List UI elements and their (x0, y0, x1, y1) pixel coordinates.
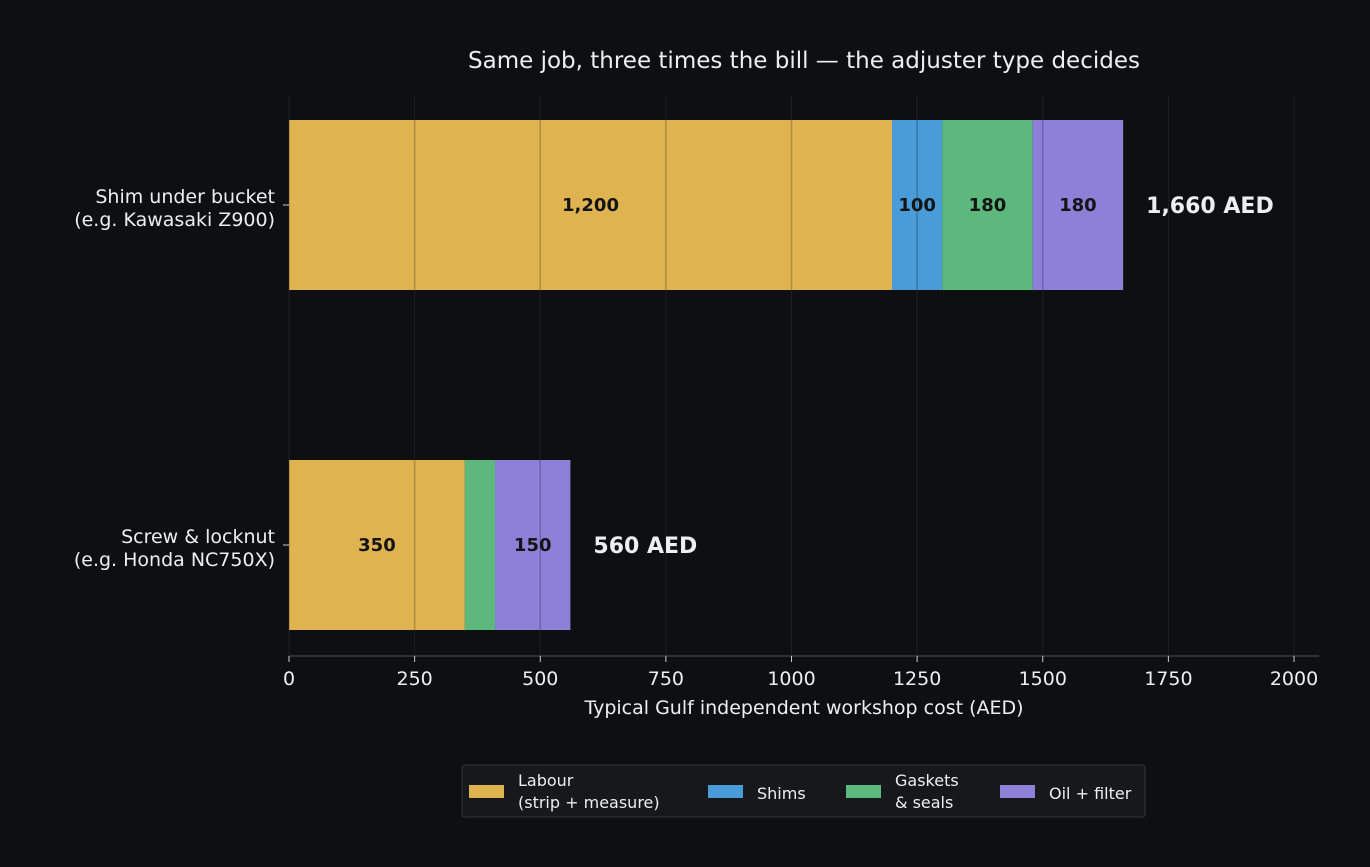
x-axis-label: Typical Gulf independent workshop cost (… (583, 697, 1023, 719)
legend-label-line: (strip + measure) (518, 793, 660, 812)
legend-swatch (469, 785, 504, 798)
legend-label: Shims (757, 784, 806, 803)
y-tick-label: Screw & locknut (e.g. Honda NC750X) (74, 526, 275, 571)
legend-label: Gaskets & seals (895, 771, 959, 812)
legend-label: Labour (strip + measure) (518, 771, 660, 812)
bar-segment (892, 120, 943, 290)
legend-label-line: & seals (895, 793, 953, 812)
bar-segment (289, 120, 892, 290)
bar-segment (464, 460, 496, 630)
legend-label-line: Shims (757, 784, 806, 803)
legend-swatch (1000, 785, 1035, 798)
y-tick-label: Shim under bucket (e.g. Kawasaki Z900) (74, 186, 275, 231)
legend-label-line: Oil + filter (1049, 784, 1132, 803)
y-tick-label-line: Screw & locknut (121, 526, 275, 548)
x-tick-label: 250 (396, 668, 432, 690)
total-label: 560 AED (593, 534, 697, 559)
legend-label-line: Gaskets (895, 771, 959, 790)
x-tick-label: 1500 (1019, 668, 1067, 690)
x-tick-label: 2000 (1270, 668, 1318, 690)
x-tick-label: 500 (522, 668, 558, 690)
x-tick-label: 0 (283, 668, 295, 690)
x-tick-label: 1750 (1144, 668, 1192, 690)
x-tick-label: 1000 (767, 668, 815, 690)
total-label: 1,660 AED (1146, 194, 1274, 219)
chart-title: Same job, three times the bill — the adj… (468, 48, 1140, 74)
segment-value-label: 1,200 (562, 195, 619, 216)
axes: 0 250 500 750 1000 1250 1500 1750 2000 Shim under… (74, 186, 1319, 690)
bar-segment (495, 460, 571, 630)
legend-label: Oil + filter (1049, 784, 1132, 803)
legend-swatch (846, 785, 881, 798)
segment-value-label: 100 (898, 195, 936, 216)
x-tick-label: 750 (648, 668, 684, 690)
y-tick-label-line: (e.g. Honda NC750X) (74, 549, 275, 571)
segment-value-label: 180 (969, 195, 1007, 216)
segment-value-label: 350 (358, 535, 396, 556)
legend-swatch (708, 785, 743, 798)
y-tick-label-line: (e.g. Kawasaki Z900) (74, 209, 275, 231)
bar-segments (288, 96, 1295, 656)
legend-label-line: Labour (518, 771, 574, 790)
bar-segment (289, 460, 465, 630)
legend-box (461, 764, 1146, 818)
data-labels: 1,200 100 180 180 1,660 AED 350 150 560 AED (358, 194, 1274, 559)
segment-value-label: 180 (1059, 195, 1097, 216)
x-tick-label: 1250 (893, 668, 941, 690)
bar-segment (1032, 120, 1124, 290)
bar-segment (942, 120, 1033, 290)
segment-value-label: 150 (514, 535, 552, 556)
y-tick-label-line: Shim under bucket (95, 186, 275, 208)
legend: Labour (strip + measure) Shims Gaskets & sea… (461, 764, 1146, 818)
